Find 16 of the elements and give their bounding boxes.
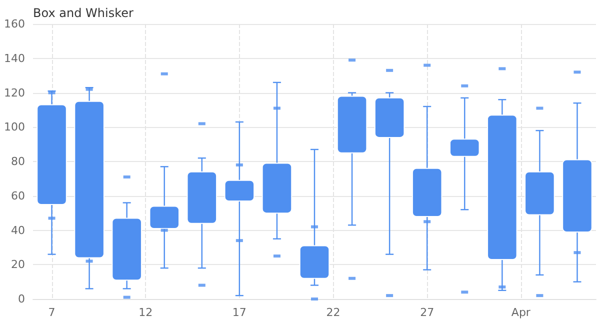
x-tick-label: Apr <box>511 306 531 319</box>
y-tick-label: 40 <box>11 224 25 237</box>
x-tick-label: 17 <box>232 306 246 319</box>
chart-title: Box and Whisker <box>33 6 134 20</box>
y-tick-label: 160 <box>4 18 25 30</box>
y-tick-label: 0 <box>18 292 25 306</box>
y-tick-label: 60 <box>11 189 25 202</box>
y-tick-label: 80 <box>11 155 25 168</box>
x-tick-label: 7 <box>48 306 56 319</box>
y-tick-label: 140 <box>4 52 25 65</box>
x-tick-label: 22 <box>326 306 340 319</box>
y-tick-label: 20 <box>11 258 25 272</box>
y-tick-label: 120 <box>4 86 25 100</box>
y-tick-label: 100 <box>4 120 25 134</box>
x-tick-label: 27 <box>420 306 434 319</box>
x-tick-label: 12 <box>138 306 153 319</box>
